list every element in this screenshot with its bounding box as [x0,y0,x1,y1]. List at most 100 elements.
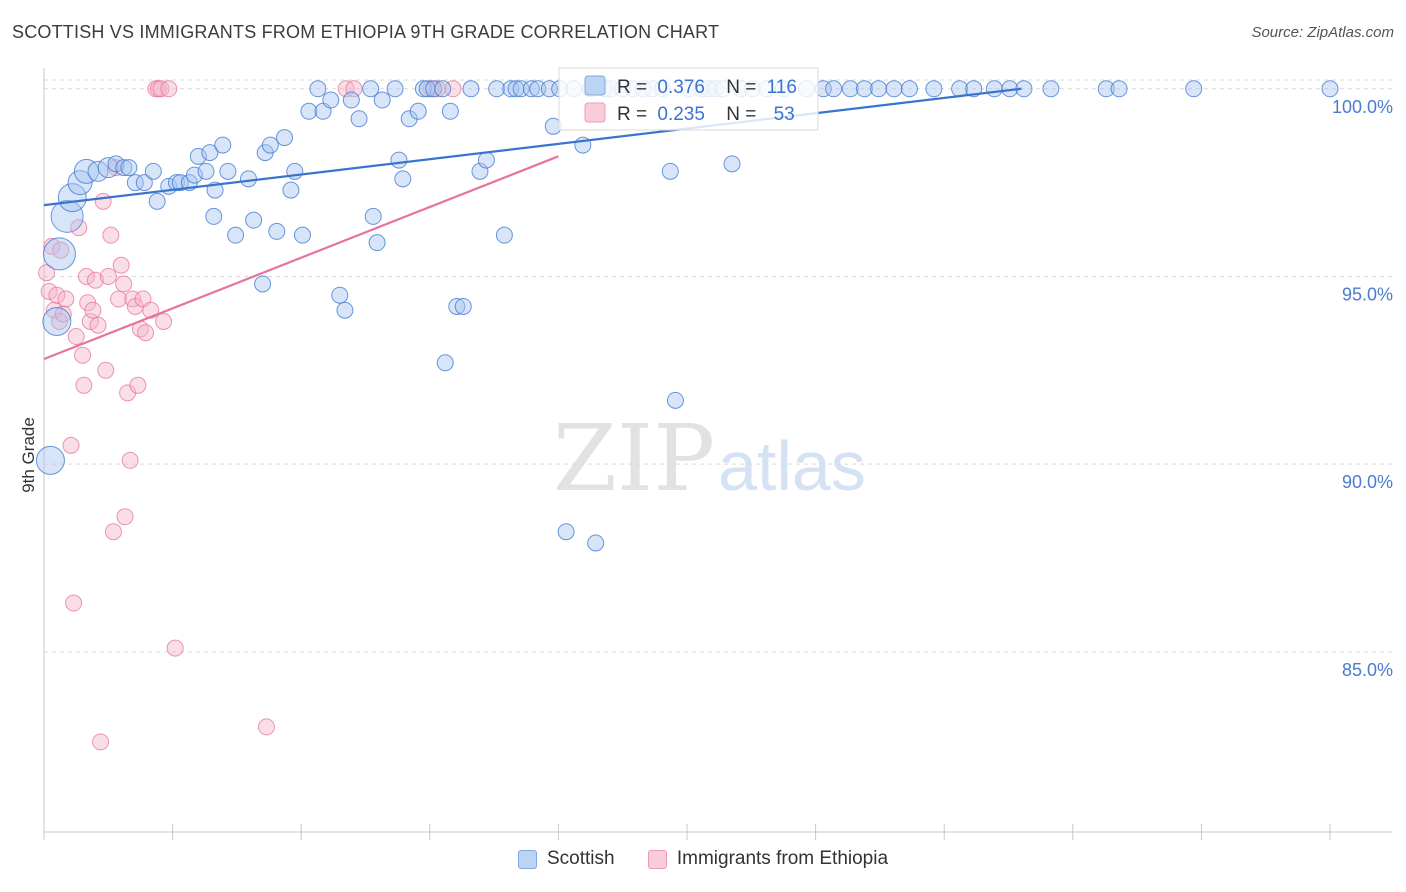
scottish-point [120,159,138,177]
series-scottish-points [35,80,1339,552]
scottish-point [925,80,943,98]
ethiopia-point [57,290,75,308]
ethiopia-point [62,436,80,454]
scottish-point [855,80,873,98]
y-tick-label: 100.0% [1332,97,1393,117]
scottish-point [261,136,279,154]
ethiopia-point [74,346,92,364]
legend-swatch-scottish [517,849,537,869]
scottish-point [350,110,368,128]
scottish-point [1185,80,1203,98]
scottish-point [219,162,237,180]
scottish-point [97,157,119,179]
scottish-point [488,80,506,98]
scottish-point [540,80,558,98]
scottish-point [434,80,452,98]
scottish-point [386,80,404,98]
scottish-point [390,151,408,169]
scottish-point [336,301,354,319]
watermark-atlas: atlas [718,427,866,505]
scottish-point [477,151,495,169]
scottish-point [436,354,454,372]
scottish-point [409,102,427,120]
scottish-point [342,91,360,109]
scottish-point [841,80,859,98]
y-tick-label: 90.0% [1342,472,1393,492]
ethiopia-point [38,264,56,282]
scottish-point [362,80,380,98]
stats-n-value-1: 116 [767,77,797,98]
scottish-point [331,286,349,304]
scottish-point [67,170,93,196]
scottish-point [148,192,166,210]
scottish-point [825,80,843,98]
stats-n-value-2: 53 [774,104,795,125]
scottish-point [885,80,903,98]
ethiopia-point [155,312,173,330]
svg-text:R = 0.376 N =: R = 0.376 N = 116 [617,77,797,98]
ethiopia-point [257,718,275,736]
chart-title: SCOTTISH VS IMMIGRANTS FROM ETHIOPIA 9TH… [12,22,720,42]
scottish-point [322,91,340,109]
scottish-point [197,162,215,180]
stats-r-label-2: R = [617,104,647,125]
trend-line-ethiopia [43,155,559,361]
stats-r-value-2: 0.235 [657,104,705,125]
scottish-point [448,297,466,315]
ethiopia-point [45,301,63,319]
ethiopia-point [54,305,72,323]
scottish-point [35,445,65,475]
scottish-point [666,391,684,409]
ethiopia-point [67,328,85,346]
scottish-point [167,174,185,192]
legend-label-ethiopia: Immigrants from Ethiopia [676,848,889,869]
scottish-point [227,226,245,244]
stats-n-label-1: N = [726,77,756,98]
ethiopia-point [92,733,110,751]
scottish-point [373,91,391,109]
scottish-point [723,155,741,173]
ethiopia-point [84,301,102,319]
legend: Scottish Immigrants from Ethiopia [0,848,1406,875]
scottish-point [522,80,540,98]
scottish-point [507,80,525,98]
scatter-chart: ZIP atlas 100.0%95.0%90.0%85.0% 0.0%100.… [19,67,1393,840]
scottish-point [42,237,76,271]
scottish-point [502,80,520,98]
ethiopia-point [102,226,120,244]
legend-label-scottish: Scottish [546,848,615,869]
scottish-point [171,174,189,192]
stats-swatch-blue [584,75,606,96]
scottish-point [254,275,272,293]
scottish-point [870,80,888,98]
scottish-point [57,183,87,213]
legend-item-ethiopia[interactable]: Immigrants from Ethiopia [647,848,889,870]
scottish-point [245,211,263,229]
scottish-point [135,174,153,192]
scottish-point [414,80,432,98]
series-ethiopia-points [38,80,462,751]
scottish-point [900,80,918,98]
scottish-point [107,155,125,173]
ethiopia-point [94,192,112,210]
ethiopia-point [97,361,115,379]
ethiopia-point [429,80,447,98]
scottish-point [42,306,72,336]
scottish-point [144,162,162,180]
ethiopia-point [115,275,133,293]
ethiopia-point [112,256,130,274]
source-label: Source: ZipAtlas.com [1251,24,1394,41]
scottish-point [1321,80,1339,98]
legend-item-scottish[interactable]: Scottish [517,848,615,870]
gridlines [44,79,1392,653]
trend-line-scottish [43,87,1022,207]
stats-r-label-1: R = [617,77,647,98]
scottish-point [50,199,84,233]
scottish-point [985,80,1003,98]
ethiopia-point [77,267,95,285]
y-tick-label: 85.0% [1342,660,1393,680]
scottish-point [1042,80,1060,98]
ethiopia-point [65,594,83,612]
scottish-point [205,207,223,225]
scottish-point [441,102,459,120]
